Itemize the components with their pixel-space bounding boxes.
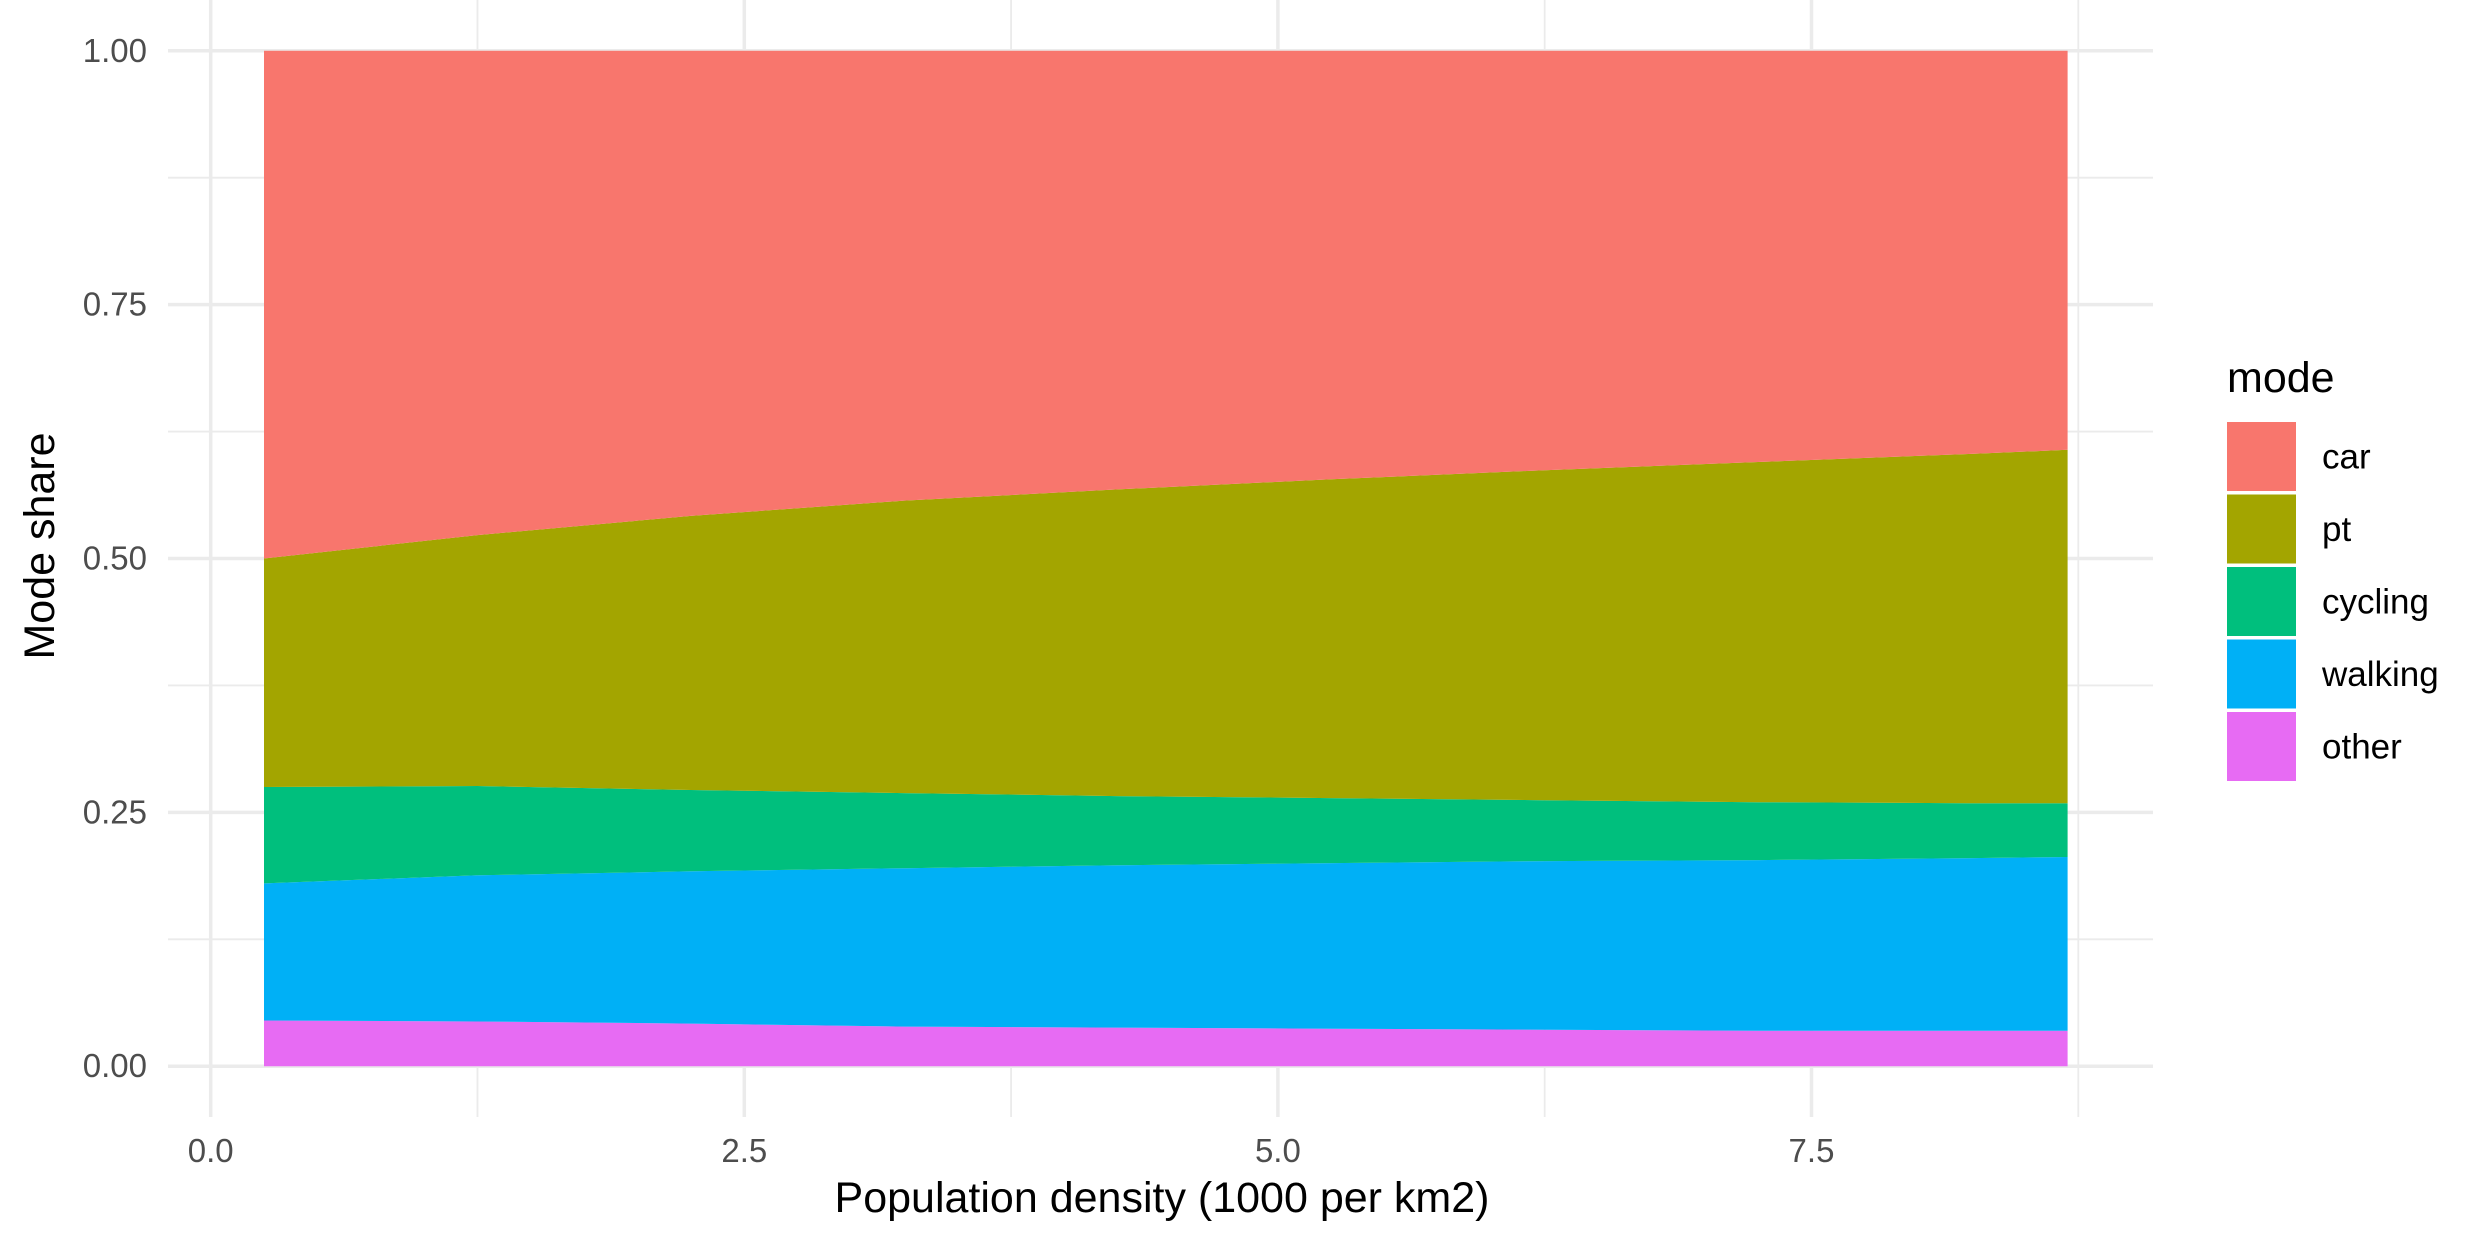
y-axis-title: Mode share [16, 432, 64, 659]
legend: mode car pt cycling walking other [2227, 354, 2439, 781]
legend-key-cycling [2227, 567, 2296, 636]
x-tick-label: 7.5 [1789, 1132, 1835, 1169]
y-tick-label: 0.25 [83, 793, 147, 830]
legend-label-car: car [2322, 438, 2371, 477]
y-tick-label: 1.00 [83, 32, 147, 69]
area-other [264, 1020, 2068, 1067]
legend-key-pt [2227, 494, 2296, 564]
x-tick-label: 2.5 [721, 1132, 767, 1169]
legend-key-walking [2227, 639, 2296, 709]
x-tick-label: 0.0 [188, 1132, 234, 1169]
legend-label-other: other [2322, 728, 2402, 767]
legend-label-walking: walking [2321, 655, 2439, 694]
area-walking [264, 857, 2068, 1031]
x-tick-label: 5.0 [1255, 1132, 1301, 1169]
area-layers [264, 50, 2068, 1067]
area-car [264, 50, 2068, 559]
legend-items: car pt cycling walking other [2227, 422, 2439, 781]
y-tick-label: 0.50 [83, 540, 147, 577]
x-axis-ticks: 0.0 2.5 5.0 7.5 [188, 1132, 1835, 1169]
legend-label-pt: pt [2322, 510, 2351, 549]
x-axis-title: Population density (1000 per km2) [835, 1174, 1490, 1222]
area-pt [264, 449, 2068, 804]
area-cycling [264, 786, 2068, 884]
y-tick-label: 0.00 [83, 1047, 147, 1084]
legend-key-other [2227, 712, 2296, 781]
legend-label-cycling: cycling [2322, 583, 2429, 622]
legend-key-car [2227, 422, 2296, 491]
y-tick-label: 0.75 [83, 286, 147, 323]
legend-title: mode [2227, 354, 2335, 402]
y-axis-ticks: 0.00 0.25 0.50 0.75 1.00 [83, 32, 147, 1084]
